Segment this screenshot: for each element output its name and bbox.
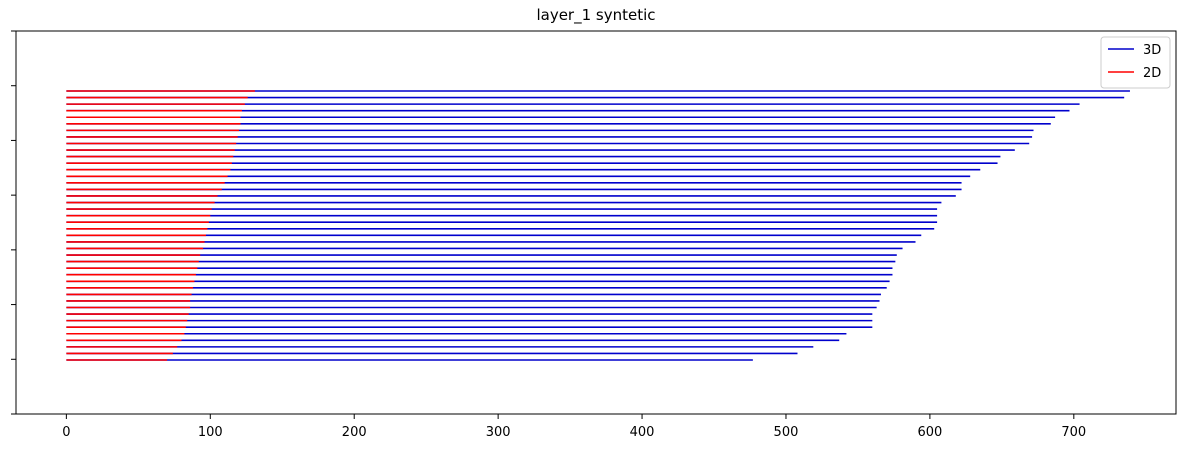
x-tick-label-600: 600 xyxy=(917,425,942,440)
bars-group xyxy=(66,90,1130,361)
x-axis: 0 100 200 300 400 500 600 700 xyxy=(62,414,1086,440)
x-tick-label-400: 400 xyxy=(630,425,655,440)
legend: 3D 2D xyxy=(1100,36,1171,89)
legend-label-2d: 2D xyxy=(1143,66,1161,81)
x-tick-label-500: 500 xyxy=(774,425,799,440)
x-tick-label-0: 0 xyxy=(62,425,70,440)
x-tick-label-100: 100 xyxy=(198,425,223,440)
y-axis xyxy=(11,30,16,415)
x-tick-label-200: 200 xyxy=(342,425,367,440)
legend-label-3d: 3D xyxy=(1143,43,1161,58)
chart-title: layer_1 syntetic xyxy=(536,6,655,25)
x-tick-label-300: 300 xyxy=(486,425,511,440)
plot-frame xyxy=(15,30,1177,415)
x-tick-label-700: 700 xyxy=(1061,425,1086,440)
